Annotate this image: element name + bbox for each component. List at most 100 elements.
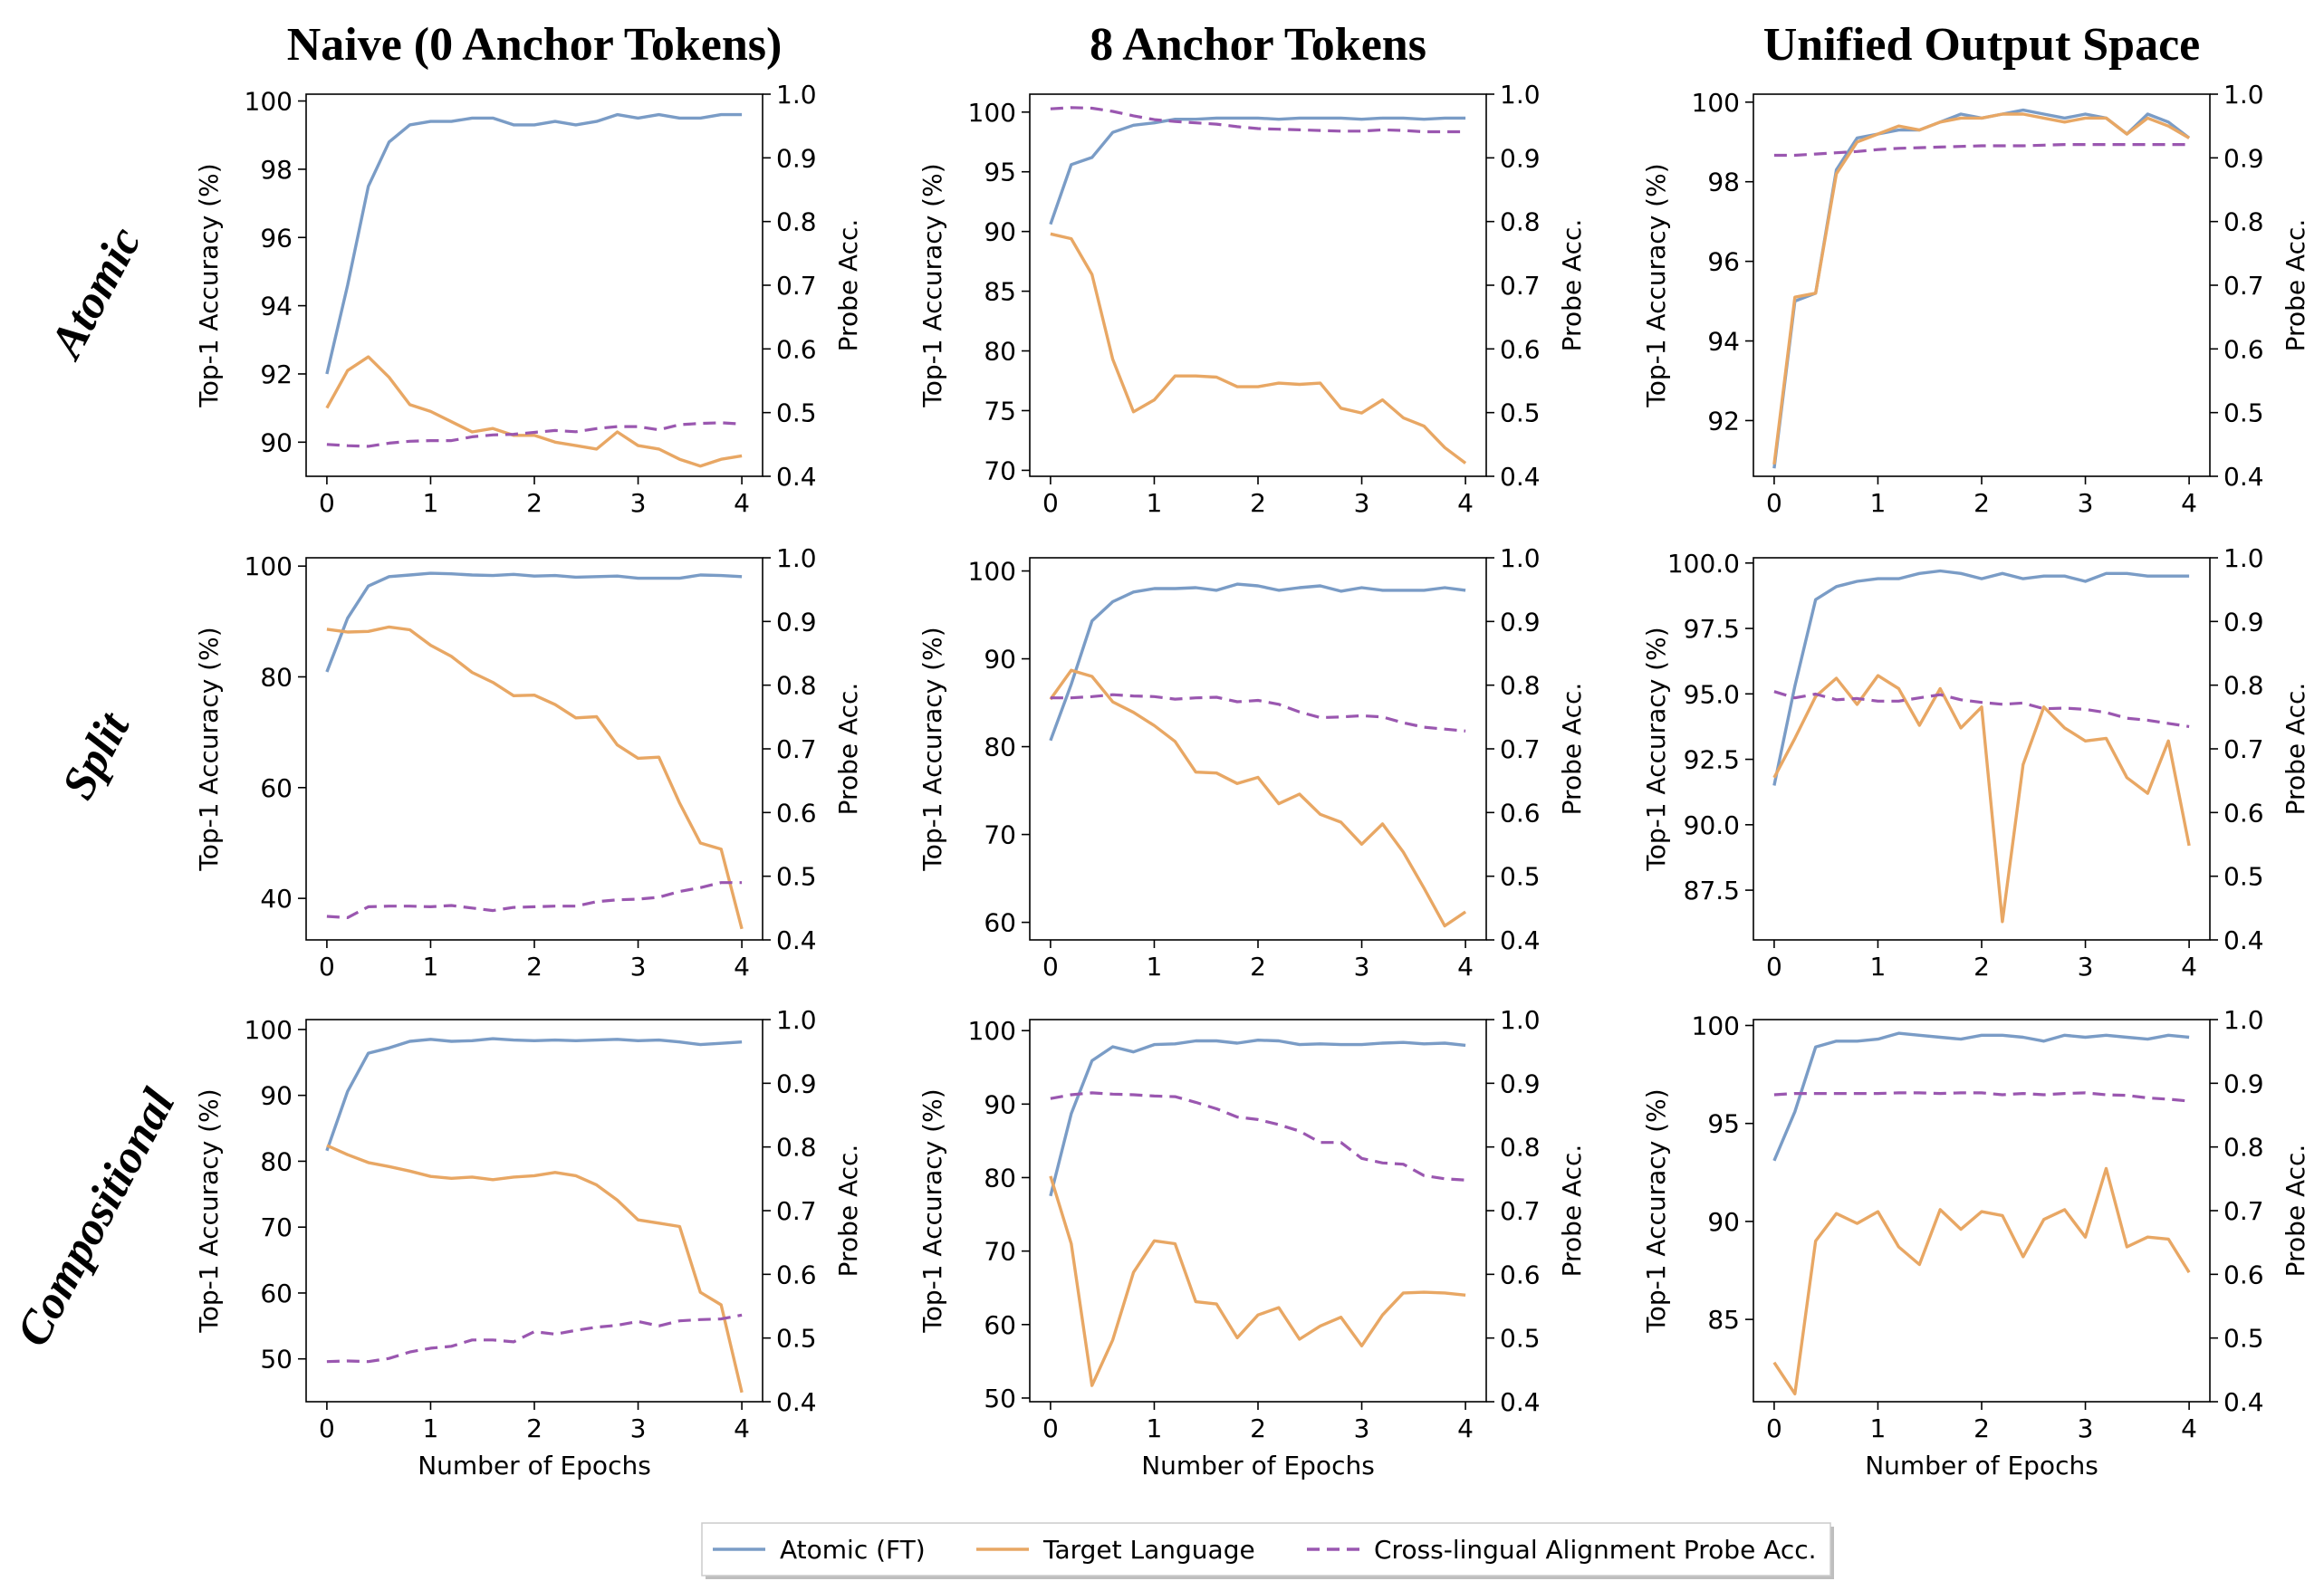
y2-axis-label: Probe Acc. <box>833 683 863 816</box>
x-tick-label: 2 <box>1250 952 1266 982</box>
y-tick-label: 90 <box>984 1089 1016 1119</box>
panel-atomic-naive-0-anchor-tokens: 0 1 2 3 4 90 92 94 96 98 100 0.4 0.5 0.6 0.7 0.8 0.9 1.0 T… <box>194 80 863 518</box>
y-tick-label: 94 <box>260 292 293 321</box>
y-axis-label: Top-1 Accuracy (%) <box>1641 1088 1671 1333</box>
series-line-target-language <box>1049 668 1467 928</box>
y-axis-label: Top-1 Accuracy (%) <box>194 627 224 871</box>
y-tick-label: 95 <box>1707 1109 1740 1139</box>
y-tick-label: 94 <box>1707 327 1740 357</box>
series-line-target-language <box>1772 112 2190 465</box>
x-tick-label: 4 <box>734 488 750 518</box>
x-tick-label: 4 <box>2181 1413 2197 1443</box>
y-tick-label: 90 <box>984 217 1016 247</box>
series-lines <box>1049 582 1467 928</box>
series-lines <box>325 571 744 930</box>
y2-tick-label: 0.7 <box>776 734 817 764</box>
series-line-cross-lingual-alignment-probe-acc <box>326 1313 743 1364</box>
y2-axis-label: Probe Acc. <box>2281 1145 2310 1278</box>
series-line-cross-lingual-alignment-probe-acc <box>1773 690 2190 728</box>
y-tick-label: 75 <box>984 396 1016 426</box>
x-tick-label: 0 <box>1766 488 1782 518</box>
x-tick-label: 3 <box>630 1413 647 1443</box>
y2-tick-label: 0.8 <box>2223 207 2264 237</box>
y2-tick-label: 0.4 <box>776 462 817 492</box>
y2-tick-label: 0.8 <box>1500 1133 1541 1163</box>
x-axis-label: Number of Epochs <box>1141 1451 1375 1480</box>
y-tick-label: 50 <box>260 1345 293 1375</box>
y2-tick-label: 0.7 <box>776 1196 817 1226</box>
x-tick-label: 4 <box>1457 1413 1474 1443</box>
y2-axis-label: Probe Acc. <box>833 1145 863 1278</box>
y2-tick-label: 0.4 <box>1500 925 1541 955</box>
series-lines <box>1772 108 2191 469</box>
series-line-cross-lingual-alignment-probe-acc <box>326 881 743 920</box>
y-tick-label: 100 <box>968 1016 1016 1046</box>
series-lines <box>1049 1038 1466 1387</box>
series-line-cross-lingual-alignment-probe-acc <box>326 421 743 448</box>
y2-tick-label: 0.7 <box>2223 734 2264 764</box>
y2-tick-label: 0.6 <box>776 798 817 828</box>
y-axis-label: Top-1 Accuracy (%) <box>194 1088 224 1333</box>
y2-tick-label: 0.7 <box>776 271 817 301</box>
y2-tick-label: 0.7 <box>2223 271 2264 301</box>
series-line-atomic-ft <box>1772 108 2191 469</box>
series-line-atomic-ft <box>325 571 743 673</box>
y-tick-label: 40 <box>260 884 293 914</box>
series-line-cross-lingual-alignment-probe-acc <box>1773 143 2190 158</box>
legend-label-atomic-ft: Atomic (FT) <box>780 1535 926 1565</box>
y-tick-label: 90 <box>260 1081 293 1111</box>
axes-frame <box>305 93 763 477</box>
y2-tick-label: 0.7 <box>1500 734 1541 764</box>
x-tick-label: 1 <box>423 488 439 518</box>
series-line-atomic-ft <box>1049 116 1466 225</box>
y2-tick-label: 0.5 <box>2223 1324 2264 1354</box>
series-line-atomic-ft <box>1049 582 1466 742</box>
y2-tick-label: 0.7 <box>1500 1196 1541 1226</box>
series-line-target-language <box>1772 1166 2191 1396</box>
y2-tick-label: 0.6 <box>2223 334 2264 364</box>
series-line-atomic-ft <box>1772 569 2190 786</box>
series-lines <box>1772 1031 2191 1396</box>
x-tick-label: 2 <box>1973 952 1990 982</box>
y2-tick-label: 0.5 <box>1500 1324 1541 1354</box>
y2-axis-label: Probe Acc. <box>1557 1145 1587 1278</box>
y2-tick-label: 0.7 <box>1500 271 1541 301</box>
y-tick-label: 87.5 <box>1684 876 1740 905</box>
series-lines <box>1049 106 1467 465</box>
legend-label-target-language: Target Language <box>1042 1535 1255 1565</box>
column-title-2: 8 Anchor Tokens <box>1090 19 1426 71</box>
y2-tick-label: 1.0 <box>776 1005 817 1035</box>
series-lines <box>1772 569 2191 924</box>
y2-tick-label: 0.9 <box>1500 143 1541 173</box>
series-line-target-language <box>326 1144 744 1394</box>
y2-tick-label: 0.5 <box>776 862 817 892</box>
y-tick-label: 92 <box>260 359 293 389</box>
y-tick-label: 90.0 <box>1684 810 1740 840</box>
y-tick-label: 90 <box>1707 1207 1740 1237</box>
panel-split-unified-output-space: 0 1 2 3 4 87.5 90.0 92.5 95.0 97.5 100.0 0.4 0.5 0.6 0… <box>1641 543 2310 982</box>
y2-tick-label: 0.9 <box>776 143 817 173</box>
axes-frame <box>305 1019 763 1403</box>
series-line-atomic-ft <box>325 1037 743 1152</box>
axes-frame <box>1029 1019 1487 1403</box>
y2-tick-label: 0.6 <box>2223 798 2264 828</box>
y-tick-label: 98 <box>260 155 293 185</box>
y-tick-label: 60 <box>260 1279 293 1308</box>
y-tick-label: 95.0 <box>1684 679 1740 709</box>
series-line-target-language <box>1050 232 1467 465</box>
y2-tick-label: 1.0 <box>2223 1005 2264 1035</box>
y2-tick-label: 0.9 <box>2223 607 2264 637</box>
y2-tick-label: 0.9 <box>776 607 817 637</box>
y-tick-label: 80 <box>260 662 293 692</box>
y-tick-label: 100 <box>245 1015 293 1045</box>
y-tick-label: 90 <box>260 427 293 457</box>
y2-tick-label: 1.0 <box>2223 543 2264 573</box>
x-tick-label: 4 <box>2181 488 2197 518</box>
x-tick-label: 4 <box>1457 952 1474 982</box>
y-tick-label: 85 <box>984 277 1016 307</box>
y2-tick-label: 0.8 <box>1500 207 1541 237</box>
y2-tick-label: 0.9 <box>1500 1068 1541 1098</box>
x-tick-label: 0 <box>319 488 335 518</box>
x-tick-label: 1 <box>1147 952 1163 982</box>
